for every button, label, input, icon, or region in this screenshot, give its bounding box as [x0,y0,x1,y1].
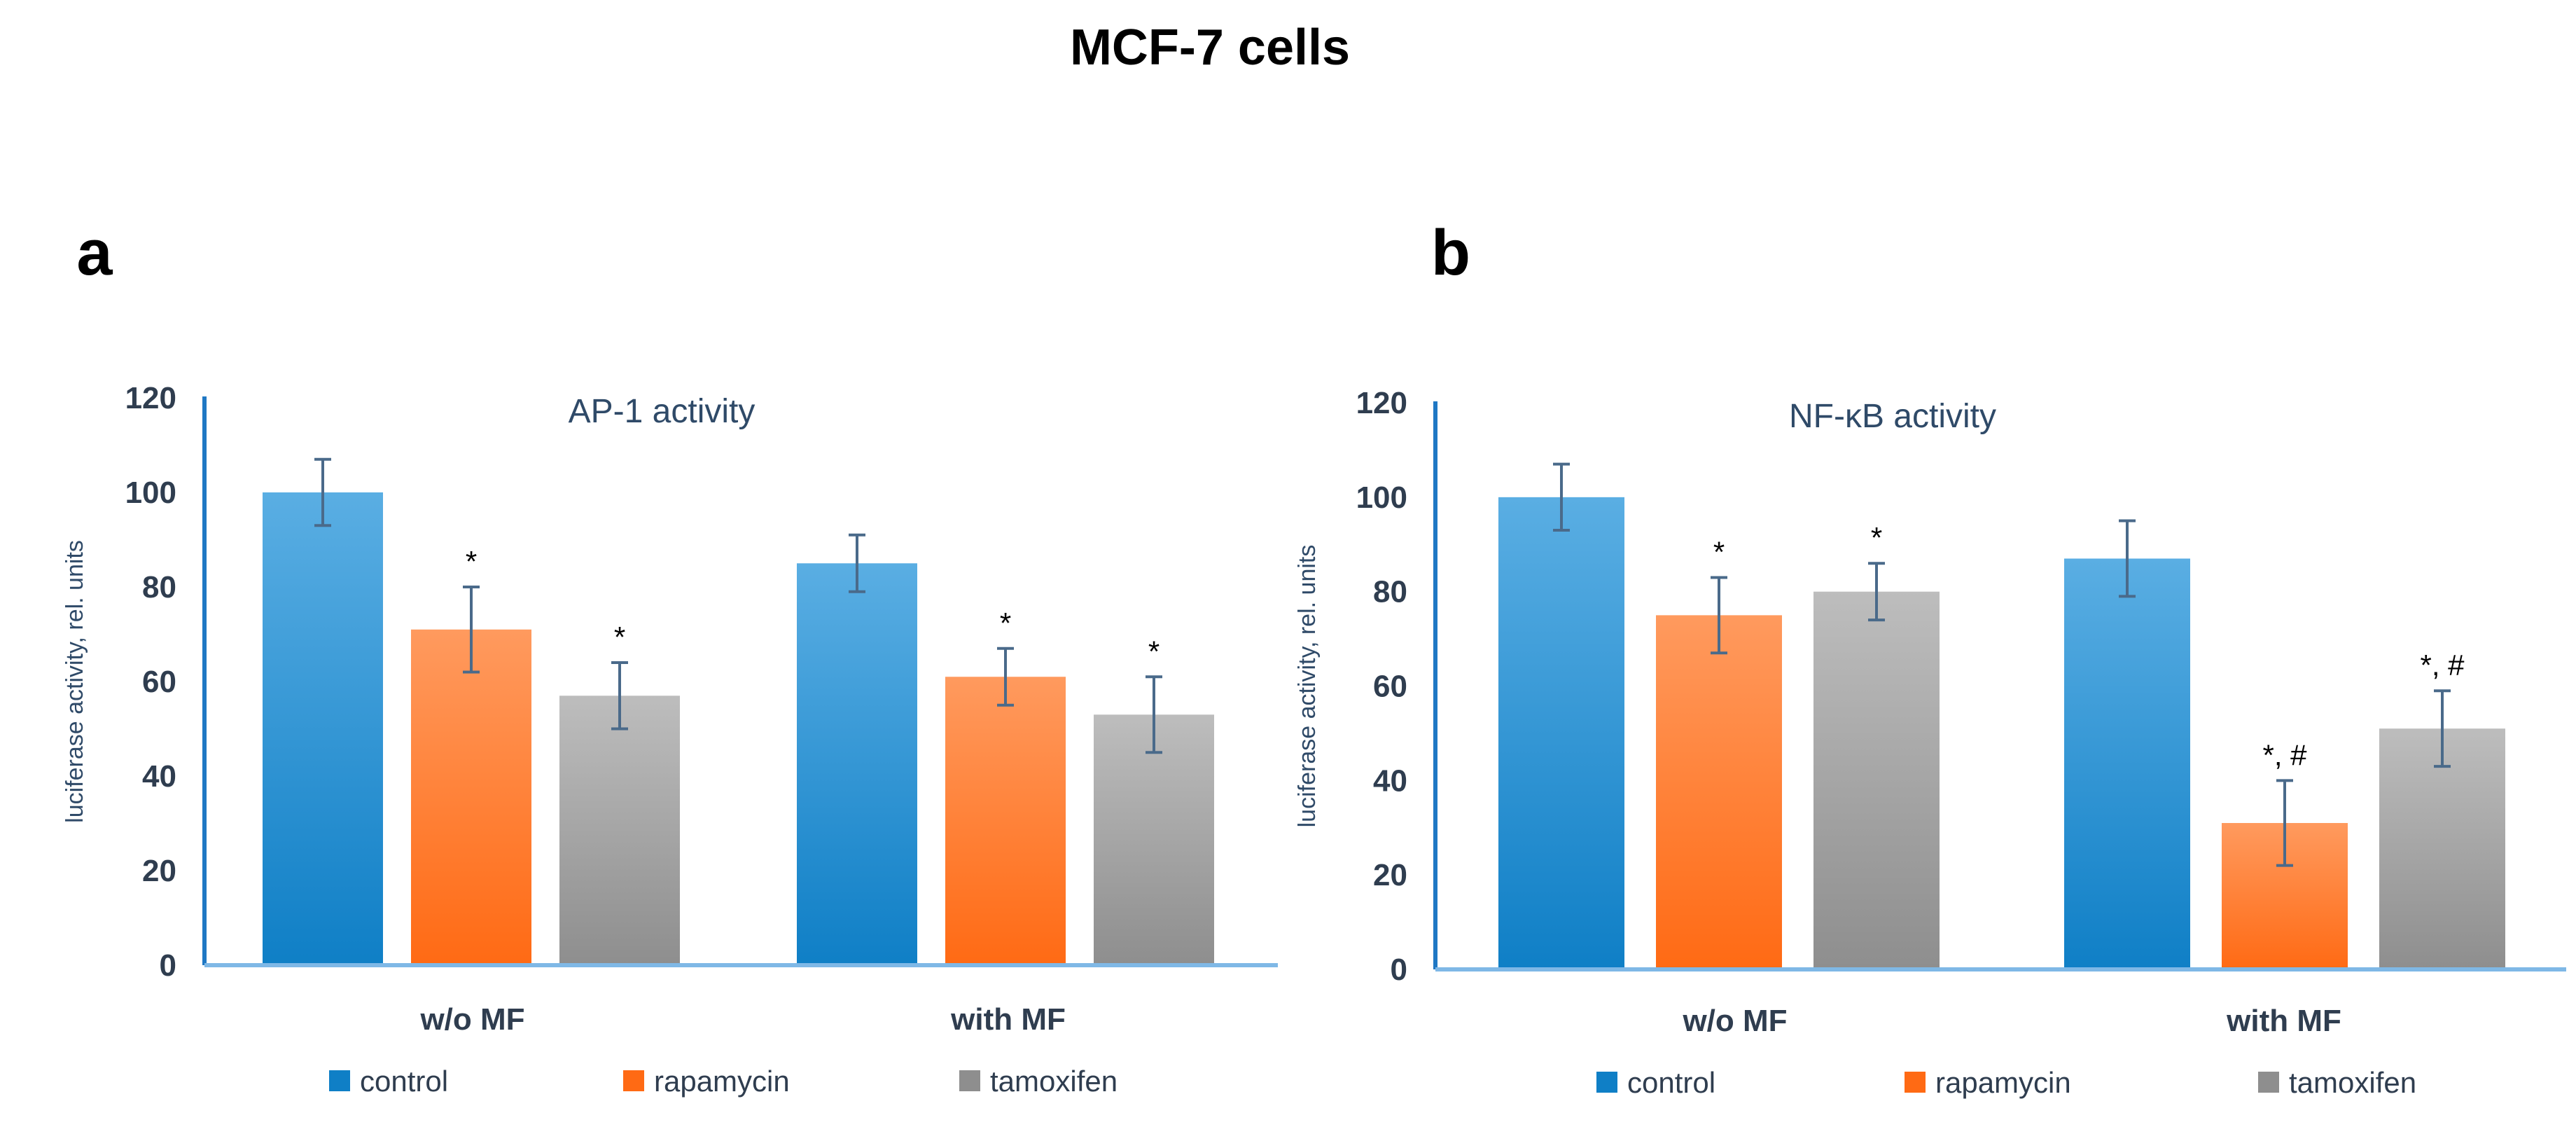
y-tick-label: 80 [1373,575,1407,609]
significance-mark: * [466,545,477,578]
legend-label-tamoxifen: tamoxifen [2289,1066,2416,1099]
legend-swatch-rapamycin [623,1070,644,1091]
y-tick-label: 80 [142,570,176,604]
x-category-label: with MF [950,1002,1066,1037]
significance-mark: *, # [2262,738,2307,771]
chart-title: AP-1 activity [569,393,756,430]
bar-control [2064,558,2190,969]
y-tick-label: 60 [142,665,176,699]
y-tick-label: 100 [125,476,176,510]
figure-title: MCF-7 cells [1070,20,1350,76]
chart-title: NF-κB activity [1789,398,1996,435]
bar-tamoxifen [1813,591,1940,969]
bar-rapamycin [945,677,1066,965]
y-tick-label: 120 [125,381,176,415]
panel-a: a AP-1 activity luciferase activity, rel. … [62,217,1278,1098]
bar-tamoxifen [1094,714,1214,965]
y-tick-label: 40 [1373,763,1407,798]
bar-control [263,492,383,965]
bar-control [1498,497,1624,969]
significance-mark: * [1148,635,1160,668]
bar-tamoxifen [2379,728,2505,969]
significance-mark: * [1713,535,1725,568]
x-category-label: w/o MF [1682,1004,1787,1038]
panel-b: b NF-κB activity luciferase activity, rel.… [1294,217,2566,1099]
legend-label-control: control [360,1065,448,1098]
legend-swatch-control [1596,1072,1617,1093]
y-tick-label: 100 [1356,480,1407,515]
y-tick-label: 120 [1356,386,1407,420]
x-category-label: w/o MF [419,1002,524,1037]
y-axis-label: luciferase activity, rel. units [62,540,88,823]
legend-label-control: control [1627,1066,1715,1099]
legend-label-tamoxifen: tamoxifen [990,1065,1118,1098]
y-tick-label: 20 [142,854,176,888]
y-tick-label: 0 [1391,953,1407,987]
legend-swatch-rapamycin [1905,1072,1926,1093]
y-tick-label: 60 [1373,670,1407,704]
y-axis-label: luciferase activity, rel. units [1294,545,1321,828]
y-tick-label: 0 [160,948,176,983]
legend-swatch-tamoxifen [2258,1072,2279,1093]
legend-swatch-control [329,1070,350,1091]
significance-mark: * [1000,607,1011,639]
bar-control [797,563,917,965]
significance-mark: *, # [2420,649,2465,682]
y-tick-label: 20 [1373,858,1407,892]
legend-swatch-tamoxifen [959,1070,980,1091]
y-tick-label: 40 [142,759,176,794]
panel-letter: a [76,217,113,289]
significance-mark: * [1871,521,1882,554]
legend-label-rapamycin: rapamycin [654,1065,790,1098]
bar-rapamycin [411,629,531,965]
bar-rapamycin [1656,615,1782,969]
bar-tamoxifen [559,696,680,965]
x-category-label: with MF [2226,1004,2341,1038]
significance-mark: * [614,621,625,654]
panel-letter: b [1431,217,1470,289]
legend-label-rapamycin: rapamycin [1935,1066,2071,1099]
